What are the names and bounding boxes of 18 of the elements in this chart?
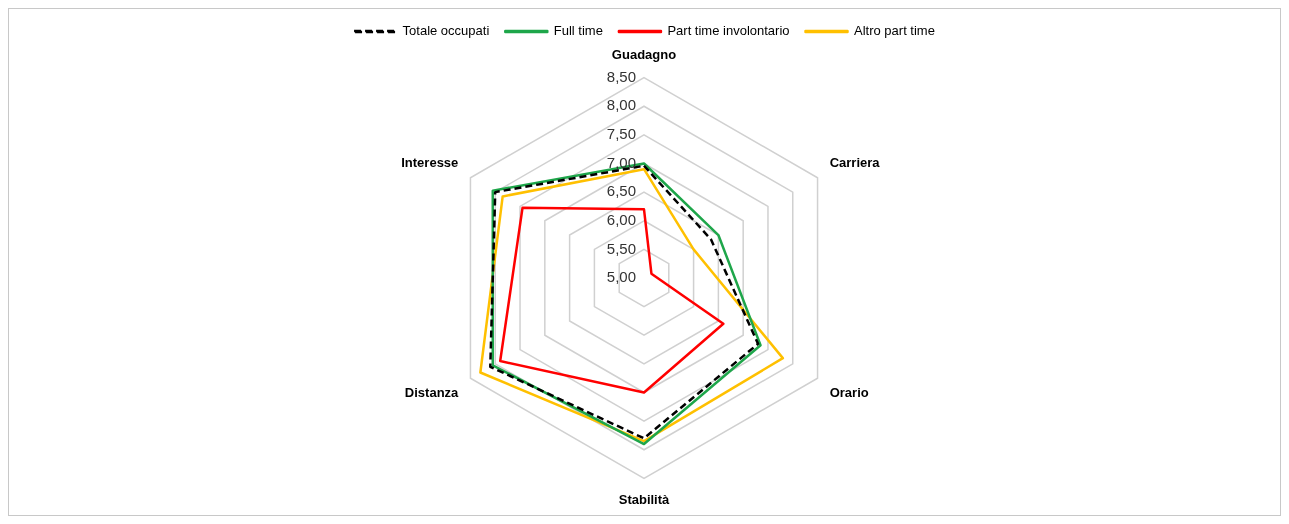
legend-label: Altro part time — [854, 23, 935, 39]
spoke-label: Interesse — [401, 154, 459, 170]
legend-label: Part time involontario — [667, 23, 790, 39]
y-tick-label: 5,50 — [606, 239, 636, 257]
spoke-label: Guadagno — [611, 47, 677, 63]
y-tick-label: 6,50 — [606, 182, 636, 200]
legend-label: Totale occupati — [402, 23, 490, 39]
legend-label: Full time — [553, 23, 603, 39]
y-tick-label: 7,00 — [606, 153, 636, 171]
spoke-label: Orario — [829, 384, 869, 400]
y-tick-label: 8,50 — [606, 67, 636, 85]
spoke-label: Carriera — [829, 154, 881, 170]
y-tick-label: 5,00 — [606, 268, 636, 286]
y-tick-label: 6,00 — [606, 210, 636, 228]
spoke-label: Stabilità — [618, 491, 671, 507]
y-tick-label: 8,00 — [606, 96, 636, 114]
spoke-label: Distanza — [404, 384, 460, 400]
y-tick-label: 7,50 — [606, 125, 636, 142]
